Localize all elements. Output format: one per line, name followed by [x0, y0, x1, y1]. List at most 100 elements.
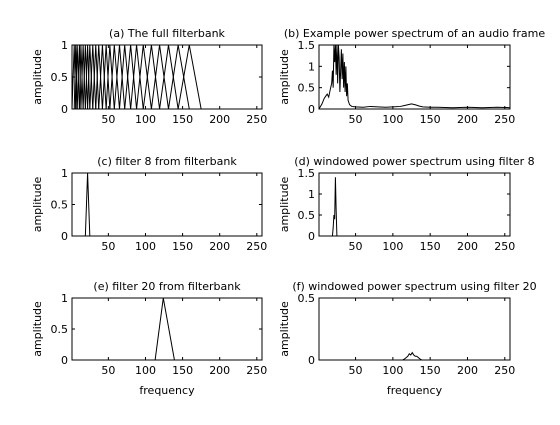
x-tick-label: 150	[420, 364, 441, 377]
y-tick-label: 1	[61, 39, 68, 52]
x-axis-label: frequency	[139, 384, 195, 397]
filter-triangle-8	[84, 45, 91, 109]
subplot-b: 50 100 150 200 250 0 0.5 1 1.5(b) Example power …	[278, 27, 545, 126]
chart-title: (b) Example power spectrum of an audio f…	[284, 27, 545, 40]
filter-triangle-10	[89, 45, 97, 109]
y-axis-label: amplitude	[31, 49, 44, 105]
filter-triangle-15	[105, 45, 115, 109]
y-tick-label: 0	[61, 103, 68, 116]
series-line	[154, 298, 175, 360]
filter-triangle-24	[159, 45, 179, 109]
y-tick-label: 1	[61, 167, 68, 180]
subplot-d: 50 100 150 200 250 0 0.5 1 1.5(d) windowed power…	[278, 155, 535, 253]
subplot-a: 50 100 150 200 250 0 0.5 1 (a) The full filterba…	[31, 27, 267, 126]
filter-triangle-7	[82, 45, 89, 109]
x-tick-label: 100	[135, 240, 156, 253]
y-tick-label: 0	[308, 230, 315, 243]
filter-triangle-20	[130, 45, 144, 109]
y-tick-label: 0.5	[298, 292, 316, 305]
y-tick-label: 1.5	[298, 167, 316, 180]
filter-triangle-21	[136, 45, 152, 109]
axes-box	[71, 297, 263, 361]
filter-triangle-26	[177, 45, 202, 109]
series-group	[319, 45, 510, 109]
chart-title: (f) windowed power spectrum using filter…	[292, 280, 536, 293]
x-tick-label: 200	[209, 113, 230, 126]
filter-triangle-22	[142, 45, 161, 109]
y-tick-label: 0	[61, 230, 68, 243]
series-group	[154, 298, 175, 360]
filter-triangle-19	[124, 45, 138, 109]
y-tick-label: 0	[61, 354, 68, 367]
x-tick-label: 150	[420, 113, 441, 126]
subplot-c: 50 100 150 200 250 0 0.5 1 (c) filter 8 from fil…	[31, 155, 267, 253]
x-axis-label: frequency	[387, 384, 443, 397]
x-tick-label: 50	[349, 113, 363, 126]
filter-triangle-25	[167, 45, 190, 109]
x-tick-label: 50	[101, 364, 115, 377]
series-group	[72, 45, 202, 109]
series-line	[402, 351, 423, 360]
y-tick-label: 0.5	[51, 323, 69, 336]
series-group	[331, 177, 338, 236]
x-tick-label: 50	[349, 240, 363, 253]
x-tick-label: 200	[209, 240, 230, 253]
x-tick-label: 200	[209, 364, 230, 377]
axes-box	[318, 172, 511, 237]
x-tick-label: 250	[494, 364, 515, 377]
chart-title: (c) filter 8 from filterbank	[97, 155, 237, 168]
x-tick-label: 200	[457, 240, 478, 253]
y-tick-label: 1.5	[298, 39, 316, 52]
x-tick-label: 250	[494, 113, 515, 126]
y-axis-label: amplitude	[31, 301, 44, 357]
x-tick-label: 250	[246, 364, 267, 377]
filter-triangle-14	[101, 45, 111, 109]
x-tick-label: 150	[420, 240, 441, 253]
x-tick-label: 150	[172, 364, 193, 377]
y-tick-label: 0	[308, 103, 315, 116]
x-tick-label: 50	[349, 364, 363, 377]
filter-triangle-12	[95, 45, 103, 109]
x-tick-label: 200	[457, 364, 478, 377]
filter-triangle-5	[78, 45, 84, 109]
y-axis-label: amplitude	[278, 49, 291, 105]
axes-box	[71, 172, 263, 237]
x-tick-label: 50	[101, 113, 115, 126]
axes-box	[318, 44, 511, 110]
y-axis-label: amplitude	[278, 301, 291, 357]
series-line	[331, 177, 338, 236]
x-tick-label: 100	[382, 240, 403, 253]
x-tick-label: 100	[135, 364, 156, 377]
x-tick-label: 200	[457, 113, 478, 126]
series-group	[402, 351, 423, 360]
y-tick-label: 0.5	[51, 199, 69, 212]
filter-triangle-3	[75, 45, 80, 109]
x-tick-label: 250	[246, 113, 267, 126]
chart-title: (e) filter 20 from filterbank	[93, 280, 241, 293]
filter-triangle-18	[119, 45, 132, 109]
x-tick-label: 100	[135, 113, 156, 126]
x-tick-label: 250	[246, 240, 267, 253]
x-tick-label: 100	[382, 364, 403, 377]
x-tick-label: 250	[494, 240, 515, 253]
chart-title: (a) The full filterbank	[109, 27, 226, 40]
y-tick-label: 1	[61, 292, 68, 305]
x-tick-label: 150	[172, 240, 193, 253]
series-line	[84, 173, 91, 236]
filter-triangle-23	[150, 45, 169, 109]
axes-box	[318, 297, 511, 361]
y-axis-label: amplitude	[278, 176, 291, 232]
y-axis-label: amplitude	[31, 176, 44, 232]
x-tick-label: 50	[101, 240, 115, 253]
filter-triangle-11	[92, 45, 100, 109]
y-tick-label: 0.5	[51, 71, 69, 84]
y-tick-label: 0.5	[298, 82, 316, 95]
subplot-e: 50 100 150 200 250 0 0.5 1 (e) filter 20 from fi…	[31, 280, 267, 397]
filter-triangle-13	[98, 45, 107, 109]
filter-triangle-9	[87, 45, 94, 109]
y-tick-label: 1	[308, 188, 315, 201]
y-tick-label: 1	[308, 60, 315, 73]
filter-triangle-16	[109, 45, 120, 109]
x-tick-label: 100	[382, 113, 403, 126]
